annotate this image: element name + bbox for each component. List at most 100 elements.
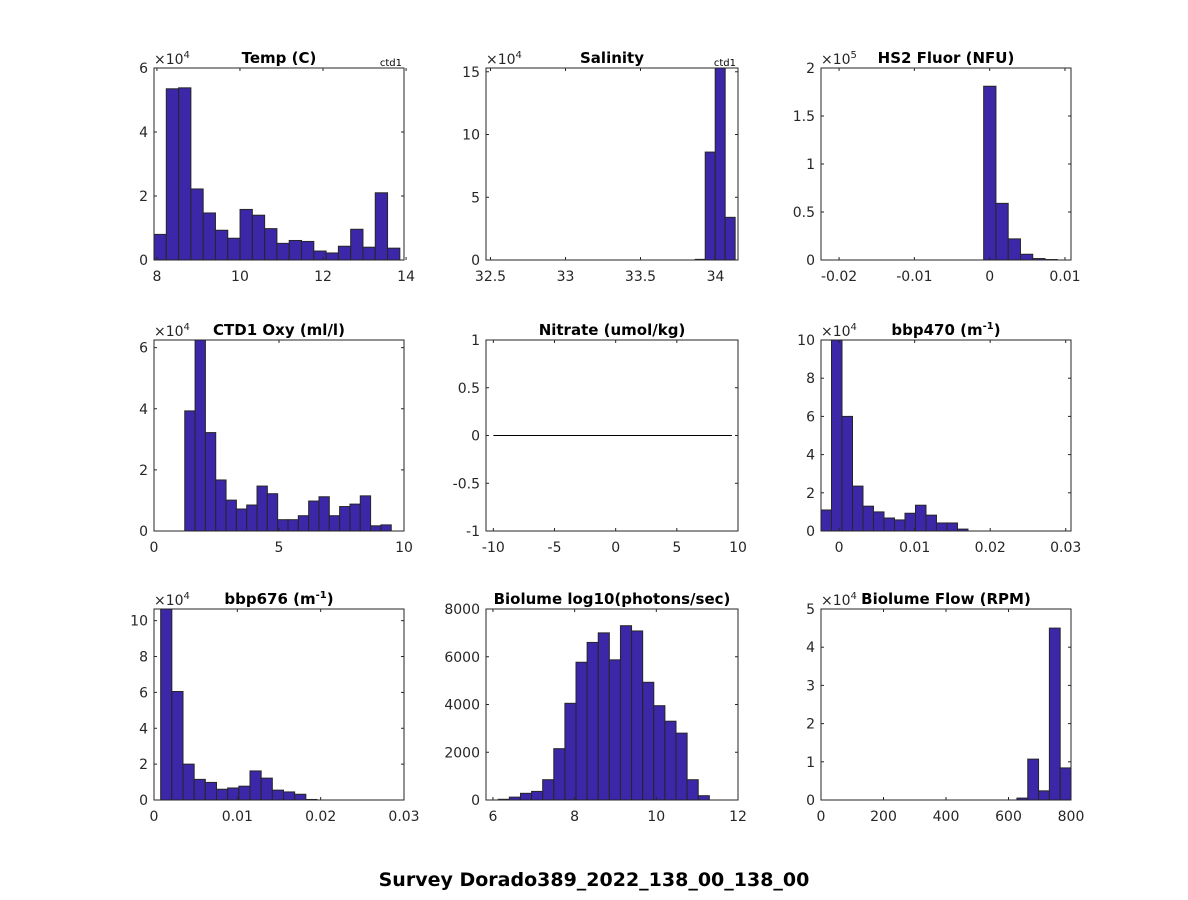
histogram-bar xyxy=(370,525,382,531)
histogram-bar xyxy=(714,68,726,260)
y-tick-label: 8000 xyxy=(444,602,480,618)
histogram-bar xyxy=(204,432,217,531)
y-tick-label: 0 xyxy=(806,524,815,540)
histogram-bar xyxy=(686,779,699,800)
y-exponent-power: 4 xyxy=(184,50,190,61)
histogram-bar xyxy=(531,790,544,800)
histogram-bar xyxy=(608,659,621,800)
subplot-8: 6 8 10 12 0 2000 4000 6000 8000 Biolume log10(pho… xyxy=(444,590,747,825)
y-tick-label: 4 xyxy=(139,721,148,737)
histogram-bar xyxy=(301,240,315,260)
y-tick-label: 8 xyxy=(806,371,815,387)
histogram-bar xyxy=(893,519,906,531)
x-tick-label: 0.01 xyxy=(1049,269,1080,285)
histogram-bar xyxy=(246,504,258,531)
axes-background xyxy=(821,68,1071,260)
subplot-title: Biolume log10(photons/sec) xyxy=(494,590,731,608)
histogram-bar xyxy=(935,522,948,531)
x-tick-label: -10 xyxy=(482,540,505,556)
x-tick-label: 10 xyxy=(231,269,249,285)
histogram-bar xyxy=(227,237,241,260)
subplot-6: 0 0.01 0.02 0.03 0 2 4 6 8 10 ×104 bbp470 (m-1) xyxy=(797,321,1081,556)
subplot-1: 8 10 12 14 0 2 4 6 ×104 Temp (C) ctd1 xyxy=(139,49,415,285)
y-tick-label: 0 xyxy=(471,253,480,269)
histogram-bar xyxy=(184,410,196,531)
histogram-bar xyxy=(337,245,352,260)
title-superscript: -1 xyxy=(316,590,327,601)
histogram-bar xyxy=(190,188,204,260)
title-superscript: -1 xyxy=(983,321,994,332)
histogram-bar xyxy=(564,702,577,800)
plot-area xyxy=(154,87,401,260)
y-tick-label: 2 xyxy=(139,189,148,205)
axes-frame xyxy=(485,67,739,261)
histogram-bar xyxy=(225,499,237,531)
x-tick-label: 0 xyxy=(817,809,826,825)
y-tick-label: -0.5 xyxy=(453,476,480,492)
y-tick-label: 8 xyxy=(139,650,148,666)
subplot-7: 0 0.01 0.02 0.03 0 2 4 6 8 10 ×104 bbp676 (m-1) xyxy=(130,590,419,825)
y-exponent-power: 5 xyxy=(851,50,857,61)
histogram-bar xyxy=(553,748,566,800)
y-tick-label: 10 xyxy=(130,614,148,630)
histogram-bar xyxy=(995,202,1009,260)
histogram-bar xyxy=(216,788,229,800)
histogram-bar xyxy=(904,512,916,531)
histogram-bar xyxy=(664,720,677,800)
histogram-bar xyxy=(251,214,266,260)
x-tick-label: 0 xyxy=(835,540,844,556)
histogram-bar xyxy=(349,503,361,531)
histogram-bar xyxy=(215,479,227,531)
x-tick-label: 600 xyxy=(995,809,1022,825)
histogram-bar xyxy=(325,252,339,260)
x-tick-label: 400 xyxy=(933,809,960,825)
title-end: ) xyxy=(327,590,334,608)
histogram-bar xyxy=(956,528,969,531)
x-tick-label: 0 xyxy=(150,809,159,825)
x-tick-label: 10 xyxy=(729,540,747,556)
y-exponent-power: 4 xyxy=(184,322,190,333)
histogram-bar xyxy=(374,192,389,260)
y-tick-label: 0 xyxy=(806,253,815,269)
y-tick-label: 4 xyxy=(806,640,815,656)
y-tick-label: 10 xyxy=(797,333,815,349)
y-tick-label: -1 xyxy=(466,524,480,540)
histogram-bar xyxy=(724,216,736,260)
histogram-bar xyxy=(1059,767,1071,800)
subplot-2: 32.5 33 33.5 34 0 5 10 15 ×104 Salinity ctd1 xyxy=(462,49,739,285)
y-tick-label: 6000 xyxy=(444,650,480,666)
axes-frame xyxy=(153,608,405,801)
y-tick-label: 2 xyxy=(806,61,815,77)
histogram-bar xyxy=(260,777,273,800)
x-tick-label: 0 xyxy=(150,540,159,556)
x-tick-label: 32.5 xyxy=(475,269,506,285)
histogram-bar xyxy=(925,514,937,531)
corner-label: ctd1 xyxy=(714,58,736,69)
x-tick-label: 8 xyxy=(570,809,579,825)
histogram-bar xyxy=(883,517,895,531)
y-tick-label: 4 xyxy=(806,448,815,464)
histogram-bar xyxy=(851,485,864,531)
subplot-title: Temp (C) xyxy=(242,49,317,67)
y-tick-label: 0 xyxy=(139,524,148,540)
y-exponent-power: 4 xyxy=(851,591,857,602)
histogram-bar xyxy=(362,246,376,260)
plot-area xyxy=(694,68,736,260)
histogram-bar xyxy=(308,500,320,531)
histogram-bar xyxy=(182,763,195,800)
y-exponent-power: 4 xyxy=(516,50,522,61)
plot-area xyxy=(160,609,318,800)
x-tick-label: 0 xyxy=(985,269,994,285)
x-tick-label: 34 xyxy=(707,269,725,285)
x-tick-label: 0.03 xyxy=(388,809,419,825)
subplot-9: 0 200 400 600 800 0 1 2 3 4 5 ×104 Biolume Flow (RPM… xyxy=(806,590,1084,825)
y-tick-label: 1 xyxy=(806,755,815,771)
y-tick-label: 10 xyxy=(462,128,480,144)
subplot-title: Salinity xyxy=(580,49,644,67)
histogram-bar xyxy=(165,88,180,260)
y-exponent-label: ×104 xyxy=(821,591,857,609)
histogram-bar xyxy=(214,229,229,260)
histogram-bar xyxy=(238,785,251,800)
y-exponent-power: 4 xyxy=(184,591,190,602)
